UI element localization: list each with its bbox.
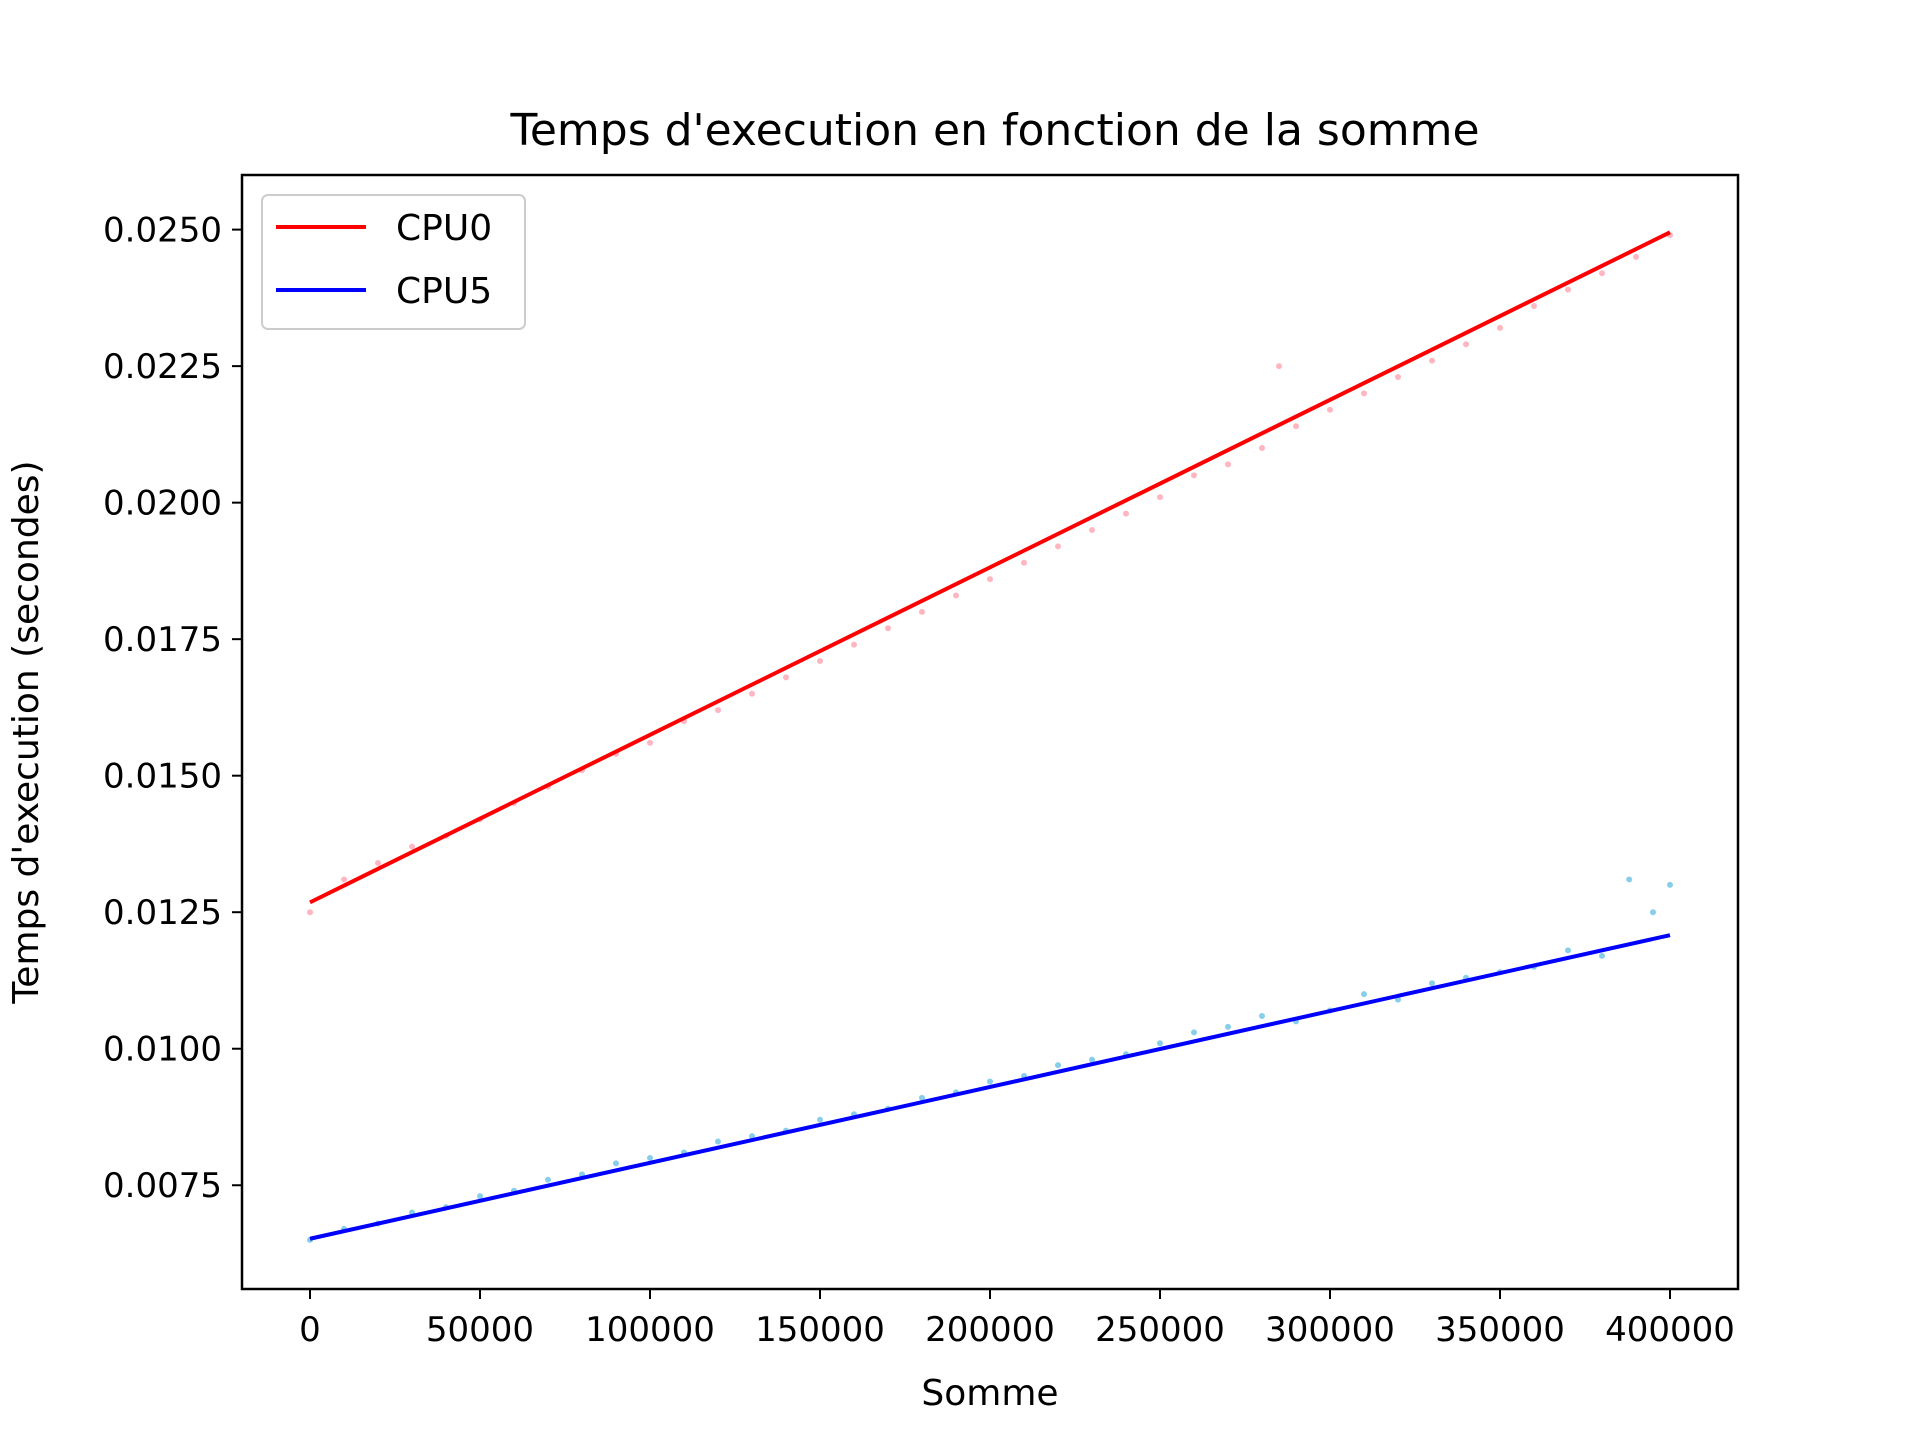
scatter-point (1531, 303, 1537, 310)
scatter-point (307, 909, 313, 916)
scatter-point (715, 1138, 721, 1145)
scatter-point (1463, 341, 1469, 348)
scatter-point (1191, 1029, 1197, 1036)
scatter-point (1361, 390, 1367, 397)
scatter-point (1429, 357, 1435, 364)
scatter-point (987, 576, 993, 583)
y-tick-label: 0.0250 (103, 211, 222, 251)
scatter-point (783, 674, 789, 681)
scatter-point (1225, 1023, 1231, 1030)
scatter-point (1021, 559, 1027, 566)
scatter-point (885, 625, 891, 632)
y-tick-label: 0.0175 (103, 620, 222, 660)
scatter-point (1565, 286, 1571, 293)
scatter-point (1157, 1040, 1163, 1047)
legend-label-cpu5: CPU5 (396, 271, 492, 312)
y-tick-label: 0.0200 (103, 484, 222, 524)
scatter-point (919, 608, 925, 615)
x-tick-label: 300000 (1265, 1310, 1395, 1350)
scatter-point (1089, 1056, 1095, 1063)
y-tick-label: 0.0150 (103, 757, 222, 797)
y-axis-label: Temps d'execution (secondes) (6, 460, 47, 1004)
scatter-point (1191, 472, 1197, 479)
x-axis-label: Somme (921, 1373, 1058, 1414)
scatter-point (1626, 876, 1633, 883)
x-tick-label: 400000 (1605, 1310, 1735, 1350)
x-tick-label: 200000 (925, 1310, 1055, 1350)
legend: CPU0 CPU5 (261, 194, 526, 330)
x-tick-label: 150000 (755, 1310, 885, 1350)
x-tick-label: 50000 (426, 1310, 534, 1350)
scatter-point (1055, 1062, 1061, 1069)
scatter-point (1327, 406, 1333, 413)
scatter-point (613, 1160, 619, 1167)
scatter-point (715, 707, 721, 714)
scatter-point (1650, 909, 1656, 916)
scatter-point (817, 658, 823, 665)
scatter-point (749, 1133, 755, 1140)
scatter-point (1497, 324, 1503, 331)
y-tick-label: 0.0225 (103, 347, 222, 387)
scatter-point (817, 1116, 823, 1123)
scatter-point (409, 843, 415, 850)
scatter-point (1395, 374, 1401, 381)
scatter-point (647, 1154, 653, 1161)
scatter-point (1276, 363, 1282, 370)
scatter-point (1123, 510, 1129, 517)
scatter-point (1429, 980, 1435, 987)
fit-line-layer (309, 230, 1671, 1241)
scatter-point (1259, 445, 1265, 452)
y-axis: 0.0075 0.0100 0.0125 0.0150 0.0175 0.0200 0.02… (103, 211, 242, 1206)
scatter-point (1259, 1012, 1265, 1019)
scatter-point (749, 690, 755, 697)
scatter-point (545, 1176, 551, 1183)
x-tick-label: 100000 (585, 1310, 715, 1350)
scatter-point (647, 739, 653, 746)
x-tick-label: 0 (299, 1310, 321, 1350)
legend-label-cpu0: CPU0 (396, 208, 492, 249)
scatter-point (987, 1078, 993, 1085)
series-line-cpu0 (309, 230, 1671, 905)
series-line-cpu5 (309, 933, 1671, 1241)
scatter-point (1565, 947, 1571, 954)
scatter-point (1055, 543, 1061, 550)
scatter-point (851, 641, 857, 648)
scatter-point (1293, 423, 1299, 430)
scatter-point (953, 592, 959, 599)
chart-title: Temps d'execution en fonction de la somm… (509, 105, 1479, 156)
x-tick-label: 350000 (1435, 1310, 1565, 1350)
y-tick-label: 0.0100 (103, 1030, 222, 1070)
x-tick-label: 250000 (1095, 1310, 1225, 1350)
x-axis: 0 50000 100000 150000 200000 250000 300000 3500… (299, 1289, 1735, 1350)
scatter-point (477, 1193, 483, 1200)
scatter-point (1599, 270, 1605, 277)
scatter-point (1633, 253, 1639, 260)
y-tick-label: 0.0125 (103, 893, 222, 933)
scatter-point (1361, 991, 1367, 998)
scatter-point (341, 876, 347, 883)
scatter-point (1667, 881, 1673, 888)
y-tick-label: 0.0075 (103, 1166, 222, 1206)
scatter-point (1089, 526, 1095, 533)
scatter-point (1157, 494, 1163, 501)
scatter-point (919, 1094, 925, 1101)
scatter-point (1599, 952, 1605, 959)
scatter-point (1225, 461, 1231, 468)
scatter-point (375, 860, 381, 867)
